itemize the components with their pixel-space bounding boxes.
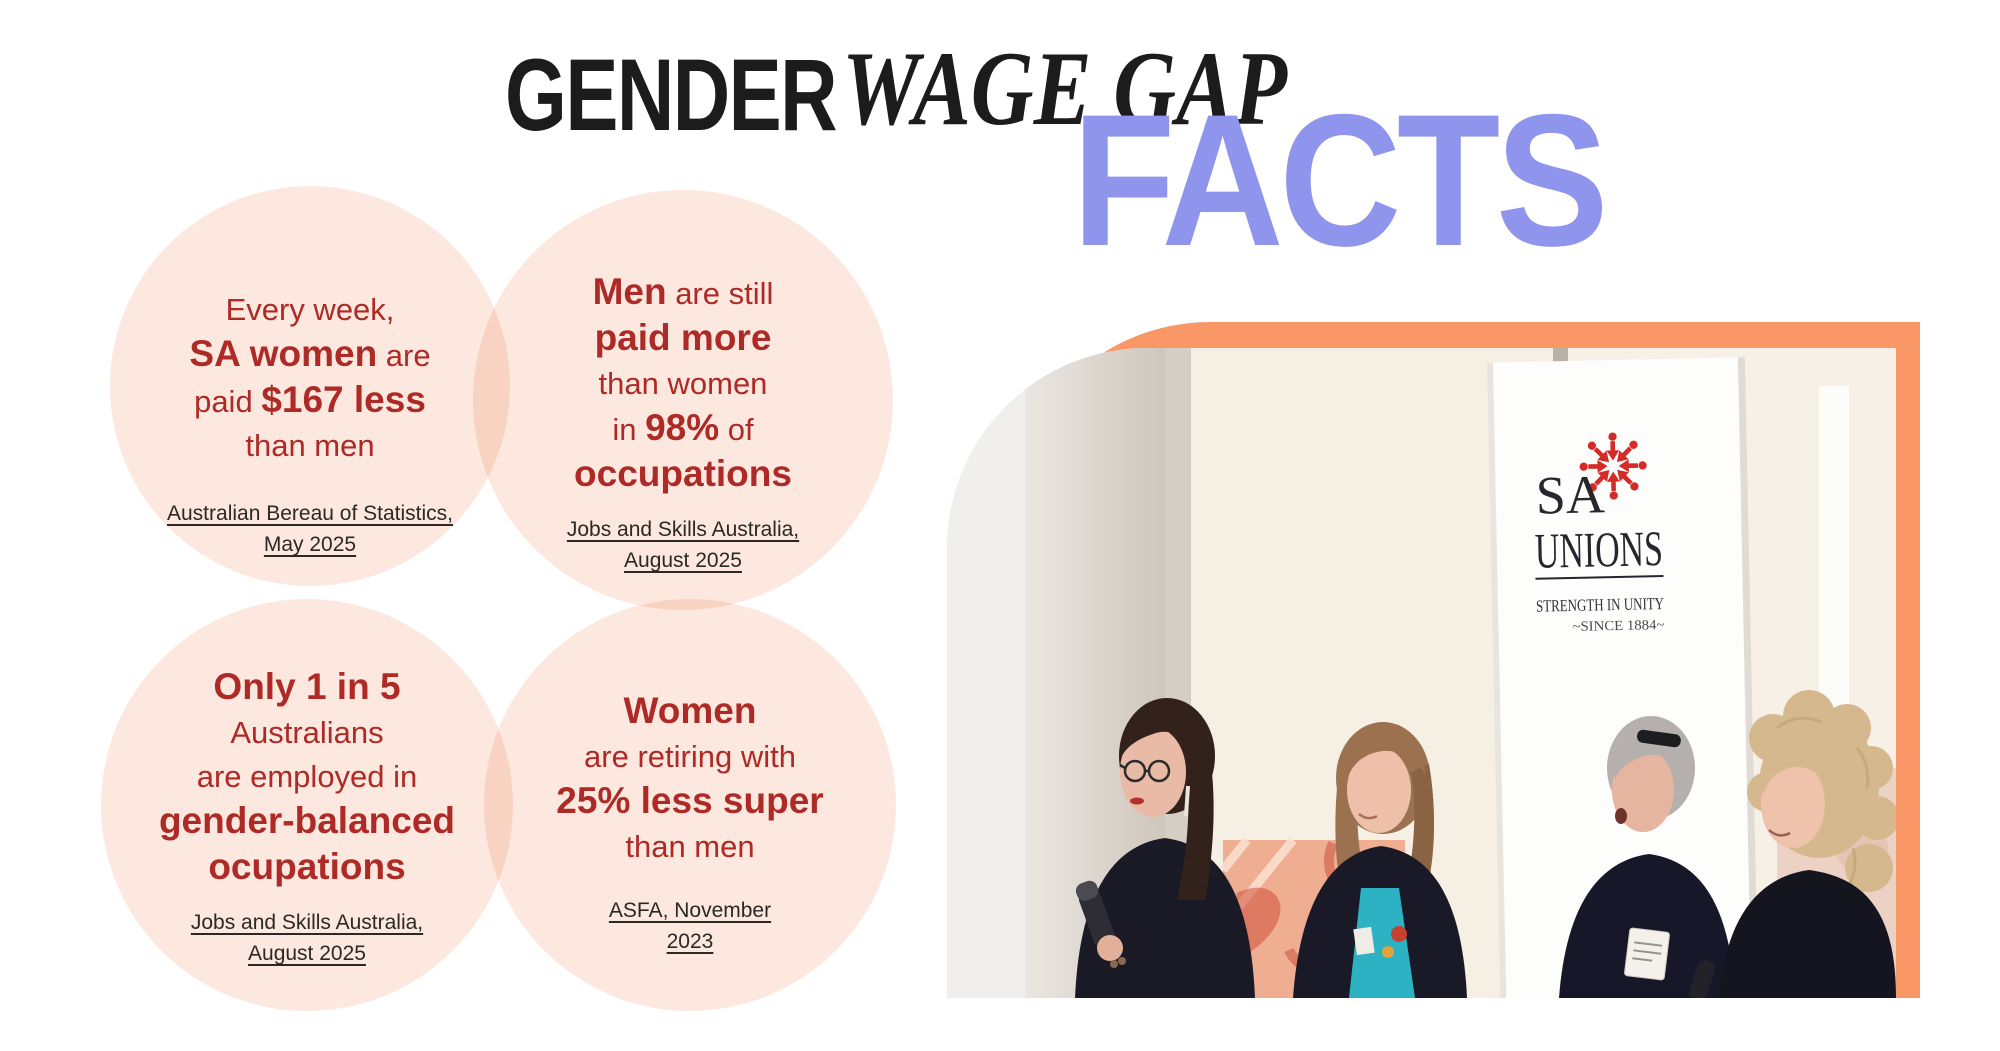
banner-text-tagline: STRENGTH IN UNITY — [1536, 594, 1664, 616]
fact-segment: paid more — [594, 317, 772, 358]
banner-text-since: ~SINCE 1884~ — [1572, 618, 1665, 635]
fact-citation: Jobs and Skills Australia, August 2025 — [191, 907, 423, 969]
page-title-wage-gap: WAGE GAP — [842, 30, 1288, 147]
fact-circle-gender-balanced: Only 1 in 5 Australians are employed in … — [101, 599, 513, 1011]
fact-segment: 98% — [645, 407, 720, 448]
fact-line: Australians — [159, 711, 455, 755]
fact-line: paid more — [574, 316, 792, 362]
glasses — [1119, 759, 1171, 783]
citation-line: May 2025 — [263, 533, 357, 556]
teal-shirt — [1349, 888, 1415, 998]
fact-segment: occupations — [574, 453, 792, 494]
sunglasses — [1637, 729, 1681, 748]
fact-text: Only 1 in 5 Australians are employed in … — [159, 665, 455, 891]
fact-line: gender-balanced — [159, 799, 455, 845]
sa-unions-star-logo — [1579, 432, 1647, 500]
speaker-4-curly-hair — [1719, 690, 1896, 998]
citation-line: 2023 — [666, 930, 714, 953]
fact-segment: are still — [666, 276, 774, 311]
fact-segment: Every week, — [225, 292, 395, 327]
fact-segment: of — [719, 412, 754, 447]
citation-line: August 2025 — [624, 549, 742, 572]
name-tag — [1353, 926, 1375, 956]
fact-line: 25% less super — [556, 779, 823, 825]
speaker-3-gray-hair — [1559, 716, 1735, 998]
fact-line: SA women are — [189, 332, 430, 378]
fact-segment: ocupations — [208, 846, 406, 887]
fact-segment: Only 1 in 5 — [213, 666, 401, 707]
fact-line: in 98% of — [574, 406, 792, 452]
badge-pin — [1391, 926, 1407, 942]
fact-citation: Australian Bereau of Statistics, May 202… — [167, 498, 453, 560]
fact-line: are retiring with — [556, 735, 823, 779]
citation-line: ASFA, November — [608, 899, 772, 922]
fact-line: Men are still — [574, 270, 792, 316]
banner-text-unions: UNIONS — [1534, 520, 1663, 579]
fact-circle-weekly-pay-gap: Every week, SA women are paid $167 less … — [110, 186, 510, 586]
citation-line: Australian Bereau of Statistics, — [167, 502, 453, 525]
fact-segment: paid — [194, 384, 262, 419]
microphone — [1689, 960, 1715, 998]
fact-segment: than women — [598, 366, 768, 401]
fact-line: are employed in — [159, 755, 455, 799]
fact-segment: are employed in — [196, 759, 418, 794]
citation-line: Jobs and Skills Australia, — [190, 911, 424, 934]
sa-unions-banner: SA UNIONS STRENGTH IN UNITY ~SINCE 1884~ — [1486, 357, 1759, 998]
fact-line: than men — [189, 424, 430, 468]
fact-citation: Jobs and Skills Australia, August 2025 — [567, 514, 799, 576]
fact-text: Women are retiring with 25% less super t… — [556, 689, 823, 869]
fact-segment: 25% less super — [556, 780, 824, 821]
badge-pin — [1382, 946, 1394, 958]
fact-segment: SA women — [189, 333, 378, 374]
page-title-facts: FACTS — [1072, 75, 1609, 285]
page-title-gender: GENDER — [505, 38, 838, 152]
speaker-2-teal-shirt — [1293, 722, 1467, 998]
fact-line: paid $167 less — [189, 378, 430, 424]
fact-line: than men — [556, 825, 823, 869]
fact-line: ocupations — [159, 845, 455, 891]
fact-segment: Australians — [230, 715, 384, 750]
fact-segment: in — [612, 412, 646, 447]
fact-line: Every week, — [189, 288, 430, 332]
fact-line: than women — [574, 362, 792, 406]
citation-line: Jobs and Skills Australia, — [566, 518, 800, 541]
fact-circle-paid-more-occupations: Men are still paid more than women in 98… — [473, 190, 893, 610]
fact-circle-super-gap: Women are retiring with 25% less super t… — [484, 599, 896, 1011]
fact-segment: than men — [245, 428, 375, 463]
fact-segment: Women — [623, 690, 757, 731]
fact-line: Women — [556, 689, 823, 735]
fact-citation: ASFA, November 2023 — [609, 895, 771, 957]
speaker-1-with-microphone — [1075, 698, 1255, 998]
name-badge — [1624, 927, 1670, 981]
banner-text-sa: SA — [1535, 464, 1605, 525]
fact-segment: are — [377, 338, 431, 373]
fact-text: Every week, SA women are paid $167 less … — [189, 288, 430, 468]
fact-line: occupations — [574, 452, 792, 498]
fact-segment: than men — [625, 829, 755, 864]
fact-segment: Men — [592, 271, 667, 312]
fact-segment: $167 less — [261, 379, 426, 420]
earring — [1183, 785, 1191, 817]
fact-segment: gender-balanced — [158, 800, 456, 841]
citation-line: August 2025 — [248, 942, 366, 965]
fact-text: Men are still paid more than women in 98… — [574, 270, 792, 498]
panel-photo: SA UNIONS STRENGTH IN UNITY ~SINCE 1884~ — [947, 348, 1896, 998]
fact-segment: are retiring with — [584, 739, 796, 774]
fact-line: Only 1 in 5 — [159, 665, 455, 711]
